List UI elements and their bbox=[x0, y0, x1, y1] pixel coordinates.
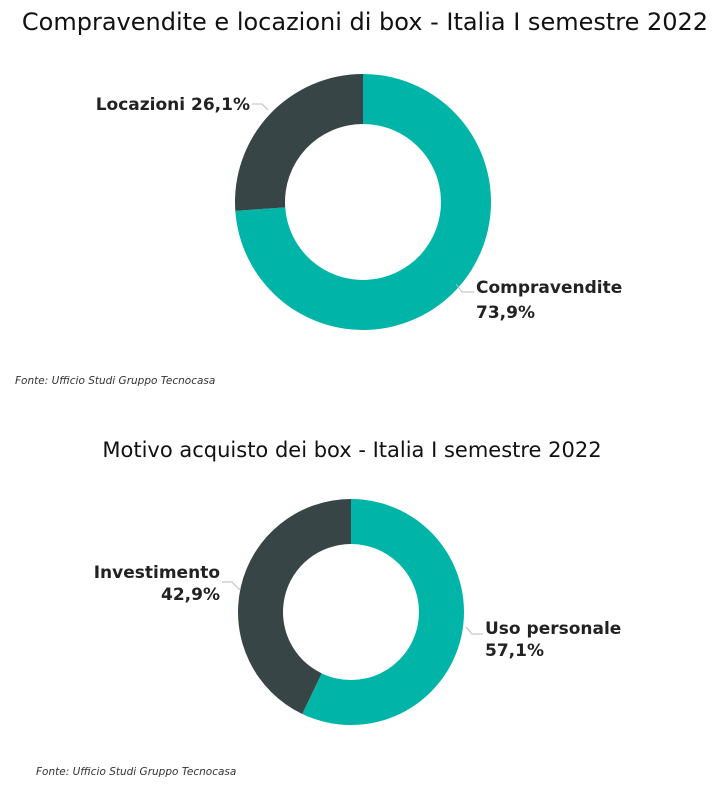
chart-1-slice-locazioni bbox=[235, 73, 363, 211]
chart-1-label-compravendite-name: Compravendite bbox=[476, 278, 622, 298]
chart-2-label-uso-personale-value: 57,1% bbox=[485, 641, 544, 661]
chart-1-label-locazioni: Locazioni 26,1% bbox=[96, 95, 250, 115]
chart-2: Motivo acquisto dei box - Italia I semes… bbox=[36, 438, 621, 778]
chart-1: Compravendite e locazioni di box - Itali… bbox=[15, 8, 708, 387]
chart-2-label-uso-personale-name: Uso personale bbox=[485, 619, 621, 639]
chart-1-label-locazioni-name: Locazioni bbox=[96, 95, 185, 115]
chart-2-donut bbox=[237, 499, 464, 725]
chart-2-label-investimento-name: Investimento bbox=[94, 563, 220, 583]
chart-2-label-investimento-value: 42,9% bbox=[161, 585, 220, 605]
chart-1-source: Fonte: Ufficio Studi Gruppo Tecnocasa bbox=[15, 375, 215, 387]
chart-1-slice-compravendite bbox=[235, 74, 491, 330]
chart-2-source: Fonte: Ufficio Studi Gruppo Tecnocasa bbox=[36, 766, 236, 778]
chart-1-leader-compravendite bbox=[455, 283, 474, 293]
chart-2-title: Motivo acquisto dei box - Italia I semes… bbox=[102, 438, 601, 462]
chart-1-donut bbox=[235, 73, 491, 330]
chart-1-title: Compravendite e locazioni di box - Itali… bbox=[22, 8, 708, 36]
chart-1-leader-locazioni bbox=[252, 103, 269, 111]
chart-2-slice-uso-personale bbox=[302, 499, 464, 725]
chart-1-label-compravendite-value: 73,9% bbox=[476, 303, 535, 323]
chart-2-leader-investimento bbox=[222, 581, 241, 591]
chart-1-label-locazioni-value: 26,1% bbox=[191, 95, 250, 115]
chart-2-leader-uso-personale bbox=[465, 626, 483, 635]
chart-2-slice-investimento bbox=[237, 499, 351, 714]
